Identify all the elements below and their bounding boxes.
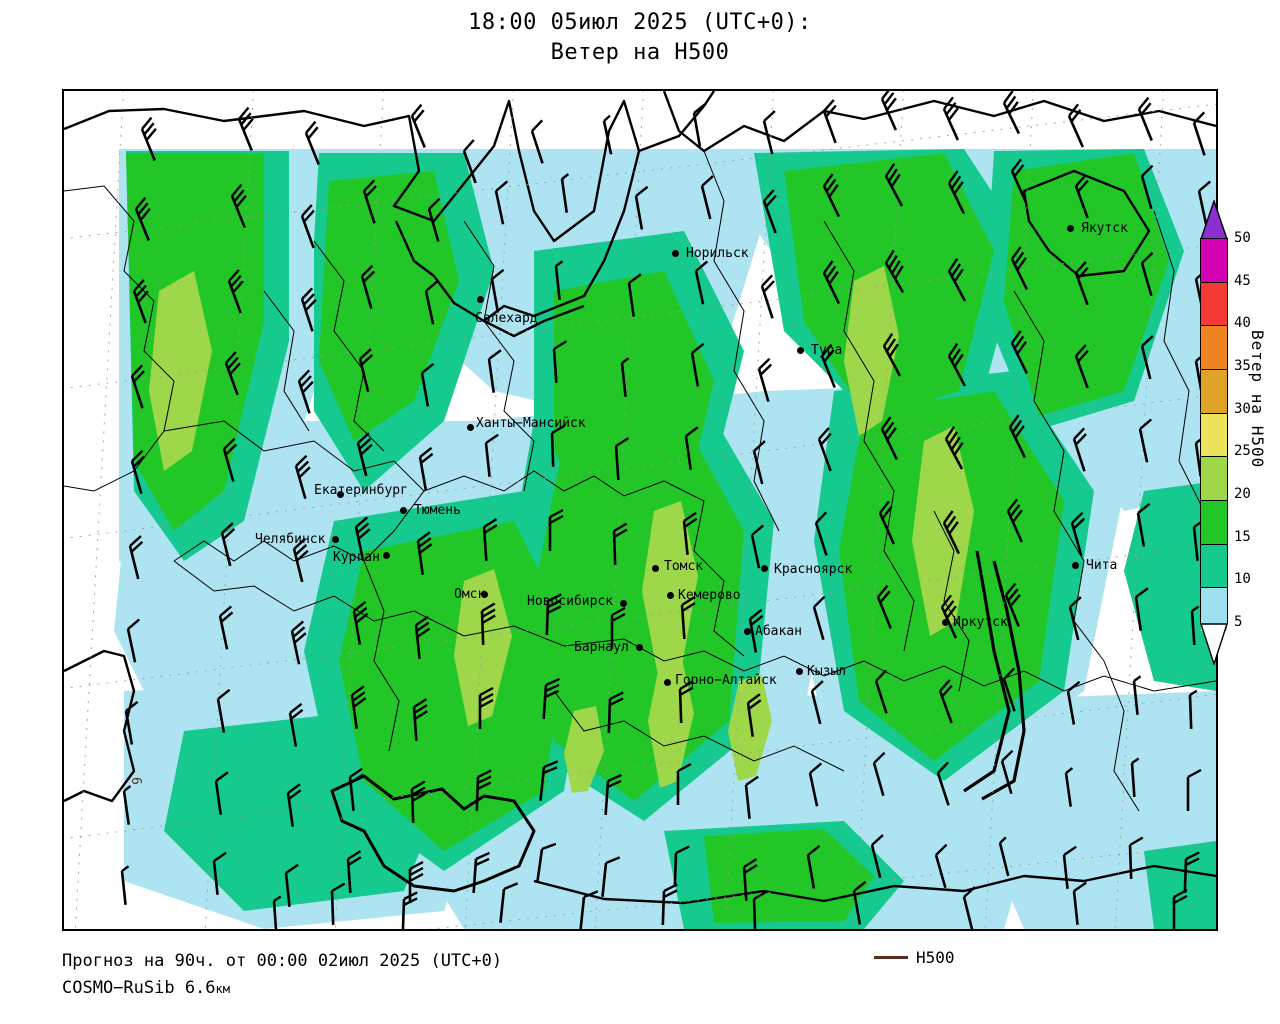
forecast-info: Прогноз на 90ч. от 00:00 02июл 2025 (UTC… [62,951,503,971]
colorbar-under-arrow [1200,623,1228,665]
model-info: COSMO−RuSib 6.6км [62,975,1242,1003]
colorbar-band [1201,369,1227,414]
city-marker [1067,225,1074,232]
city-marker [796,668,803,675]
colorbar-tick-label: 50 [1234,230,1251,246]
colorbar-over-arrow [1200,200,1228,240]
city-marker [1072,562,1079,569]
h500-legend-label: H500 [916,948,955,967]
colorbar-tick-label: 35 [1234,358,1251,374]
city-marker [652,565,659,572]
h500-legend: H500 [874,948,955,967]
city-marker [667,592,674,599]
city-marker [477,296,484,303]
city-marker [761,565,768,572]
city-marker [664,679,671,686]
colorbar-band [1201,500,1227,545]
h500-legend-line [874,956,908,959]
colorbar-band [1201,326,1227,370]
map-canvas: 6 [64,91,1216,929]
city-marker [636,644,643,651]
weather-map[interactable]: 6 [62,89,1218,931]
colorbar-tick-label: 20 [1234,486,1251,502]
city-marker [337,491,344,498]
city-marker [942,619,949,626]
colorbar-band [1201,282,1227,327]
colorbar-gradient [1200,238,1228,631]
colorbar-tick-label: 10 [1234,571,1251,588]
city-marker [332,536,339,543]
colorbar-tick-label: 25 [1234,443,1251,460]
colorbar-tick-label: 40 [1234,315,1251,332]
colorbar-tick-label: 5 [1234,614,1243,630]
title-variable: Ветер на H500 [550,40,730,65]
colorbar: 50 45 40 35 30 25 20 15 10 5 Ветер на H500 [1200,200,1280,840]
title-datetime: 18:00 05июл 2025 (UTC+0): [468,10,812,35]
city-marker [400,507,407,514]
colorbar-band [1201,457,1227,501]
city-marker [797,347,804,354]
city-marker [672,250,679,257]
colorbar-tick-label: 15 [1234,528,1251,545]
colorbar-band [1201,544,1227,589]
admin-borders [64,150,1216,812]
chart-title: 18:00 05июл 2025 (UTC+0): Ветер на H500 [0,8,1280,68]
model-unit: км [215,982,230,996]
city-marker [467,424,474,431]
graticule [64,91,1216,929]
colorbar-tick-label: 45 [1234,272,1251,289]
city-marker [383,552,390,559]
city-marker [620,600,627,607]
wind-speed-shading [114,149,1216,929]
footer: Прогноз на 90ч. от 00:00 02июл 2025 (UTC… [62,948,1242,1003]
colorbar-band [1201,413,1227,458]
model-name: COSMO−RuSib 6.6 [62,978,216,998]
city-marker [744,628,751,635]
contour-label: 6 [128,777,143,785]
city-marker [481,591,488,598]
colorbar-band [1201,239,1227,283]
colorbar-axis-label: Ветер на H500 [1248,330,1267,469]
colorbar-tick-label: 30 [1234,400,1251,417]
